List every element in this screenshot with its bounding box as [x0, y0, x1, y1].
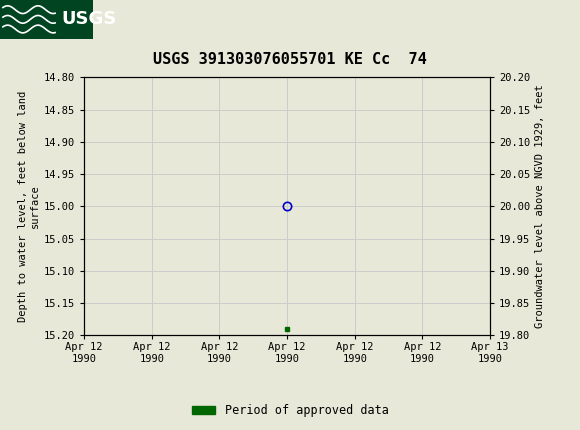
Legend: Period of approved data: Period of approved data — [187, 399, 393, 422]
Text: USGS: USGS — [61, 10, 116, 28]
Bar — [0, 0, 93, 39]
Y-axis label: Depth to water level, feet below land
surface: Depth to water level, feet below land su… — [18, 91, 39, 322]
Text: USGS 391303076055701 KE Cc  74: USGS 391303076055701 KE Cc 74 — [153, 52, 427, 67]
Y-axis label: Groundwater level above NGVD 1929, feet: Groundwater level above NGVD 1929, feet — [535, 85, 545, 328]
